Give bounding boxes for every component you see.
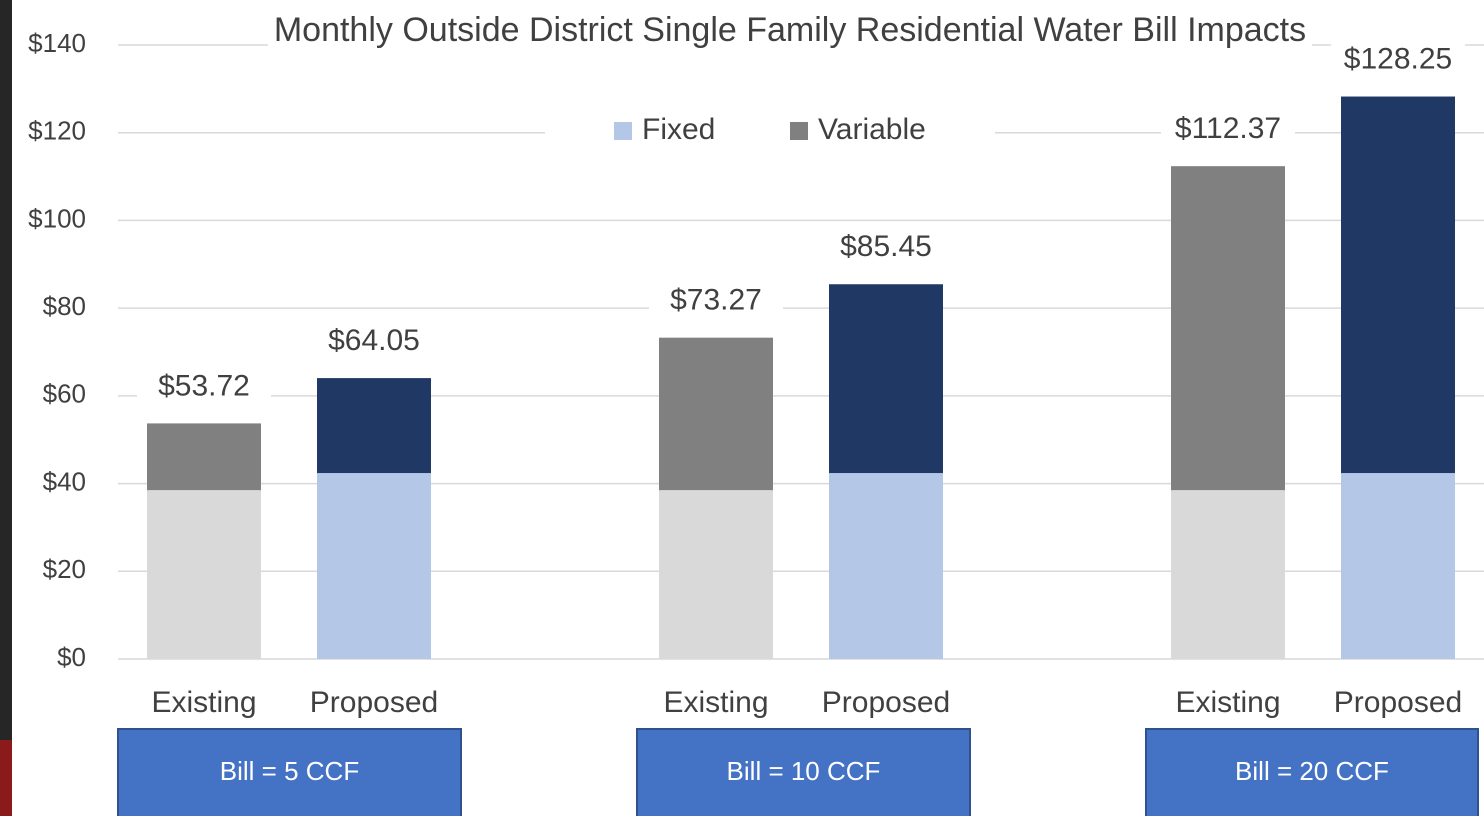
bar-segment: [829, 284, 943, 474]
legend: Fixed Variable: [545, 110, 995, 152]
data-label-background: [137, 367, 271, 408]
x-tick-label: Existing: [663, 686, 768, 719]
data-label: $53.72: [158, 369, 250, 402]
y-tick-label: $140: [28, 28, 86, 58]
x-tick-label: Proposed: [822, 686, 950, 719]
group-label: Bill = 10 CCF: [727, 756, 881, 786]
group-label: Bill = 20 CCF: [1235, 756, 1389, 786]
x-tick-label: Proposed: [310, 686, 438, 719]
data-label-background: [1331, 40, 1465, 81]
x-tick-label: Existing: [151, 686, 256, 719]
legend-label: Fixed: [642, 113, 715, 146]
bar-segment: [829, 473, 943, 659]
group-box: [117, 728, 462, 816]
data-label: $128.25: [1344, 42, 1452, 75]
title-box: Monthly Outside District Single Family R…: [260, 8, 1320, 52]
y-tick-label: $20: [43, 554, 86, 584]
y-tick-label: $80: [43, 291, 86, 321]
legend-background: [545, 110, 995, 152]
bar-segment: [317, 378, 431, 474]
bar-segment: [1341, 473, 1455, 659]
data-label: $73.27: [670, 284, 762, 317]
legend-swatch: [614, 122, 632, 140]
data-label: $112.37: [1175, 112, 1281, 145]
data-label: $85.45: [840, 230, 932, 263]
data-label: $64.05: [328, 324, 420, 357]
y-tick-label: $40: [43, 466, 86, 496]
y-tick-label: $120: [28, 116, 86, 146]
data-label-background: [307, 322, 441, 363]
x-tick-label: Existing: [1175, 686, 1280, 719]
bar-segment: [1341, 96, 1455, 474]
bar-segment: [317, 473, 431, 659]
group-box: [1145, 728, 1479, 816]
bar-segment: [1171, 490, 1285, 659]
legend-swatch: [790, 122, 808, 140]
y-tick-label: $0: [57, 642, 86, 672]
bar-segment: [659, 490, 773, 659]
y-tick-label: $100: [28, 203, 86, 233]
legend-label: Variable: [818, 113, 926, 146]
bar-segment: [147, 423, 261, 491]
bar-segment: [659, 337, 773, 491]
data-label-background: [649, 281, 783, 322]
group-label: Bill = 5 CCF: [220, 756, 359, 786]
bar-segment: [1171, 166, 1285, 491]
side-strip-accent: [0, 740, 12, 816]
side-strip: [0, 0, 12, 740]
y-tick-label: $60: [43, 379, 86, 409]
bar-segment: [147, 490, 261, 659]
group-box: [636, 728, 971, 816]
data-label-background: [1161, 110, 1295, 151]
chart-title: Monthly Outside District Single Family R…: [267, 11, 1313, 49]
x-tick-label: Proposed: [1334, 686, 1462, 719]
data-label-background: [819, 228, 953, 269]
